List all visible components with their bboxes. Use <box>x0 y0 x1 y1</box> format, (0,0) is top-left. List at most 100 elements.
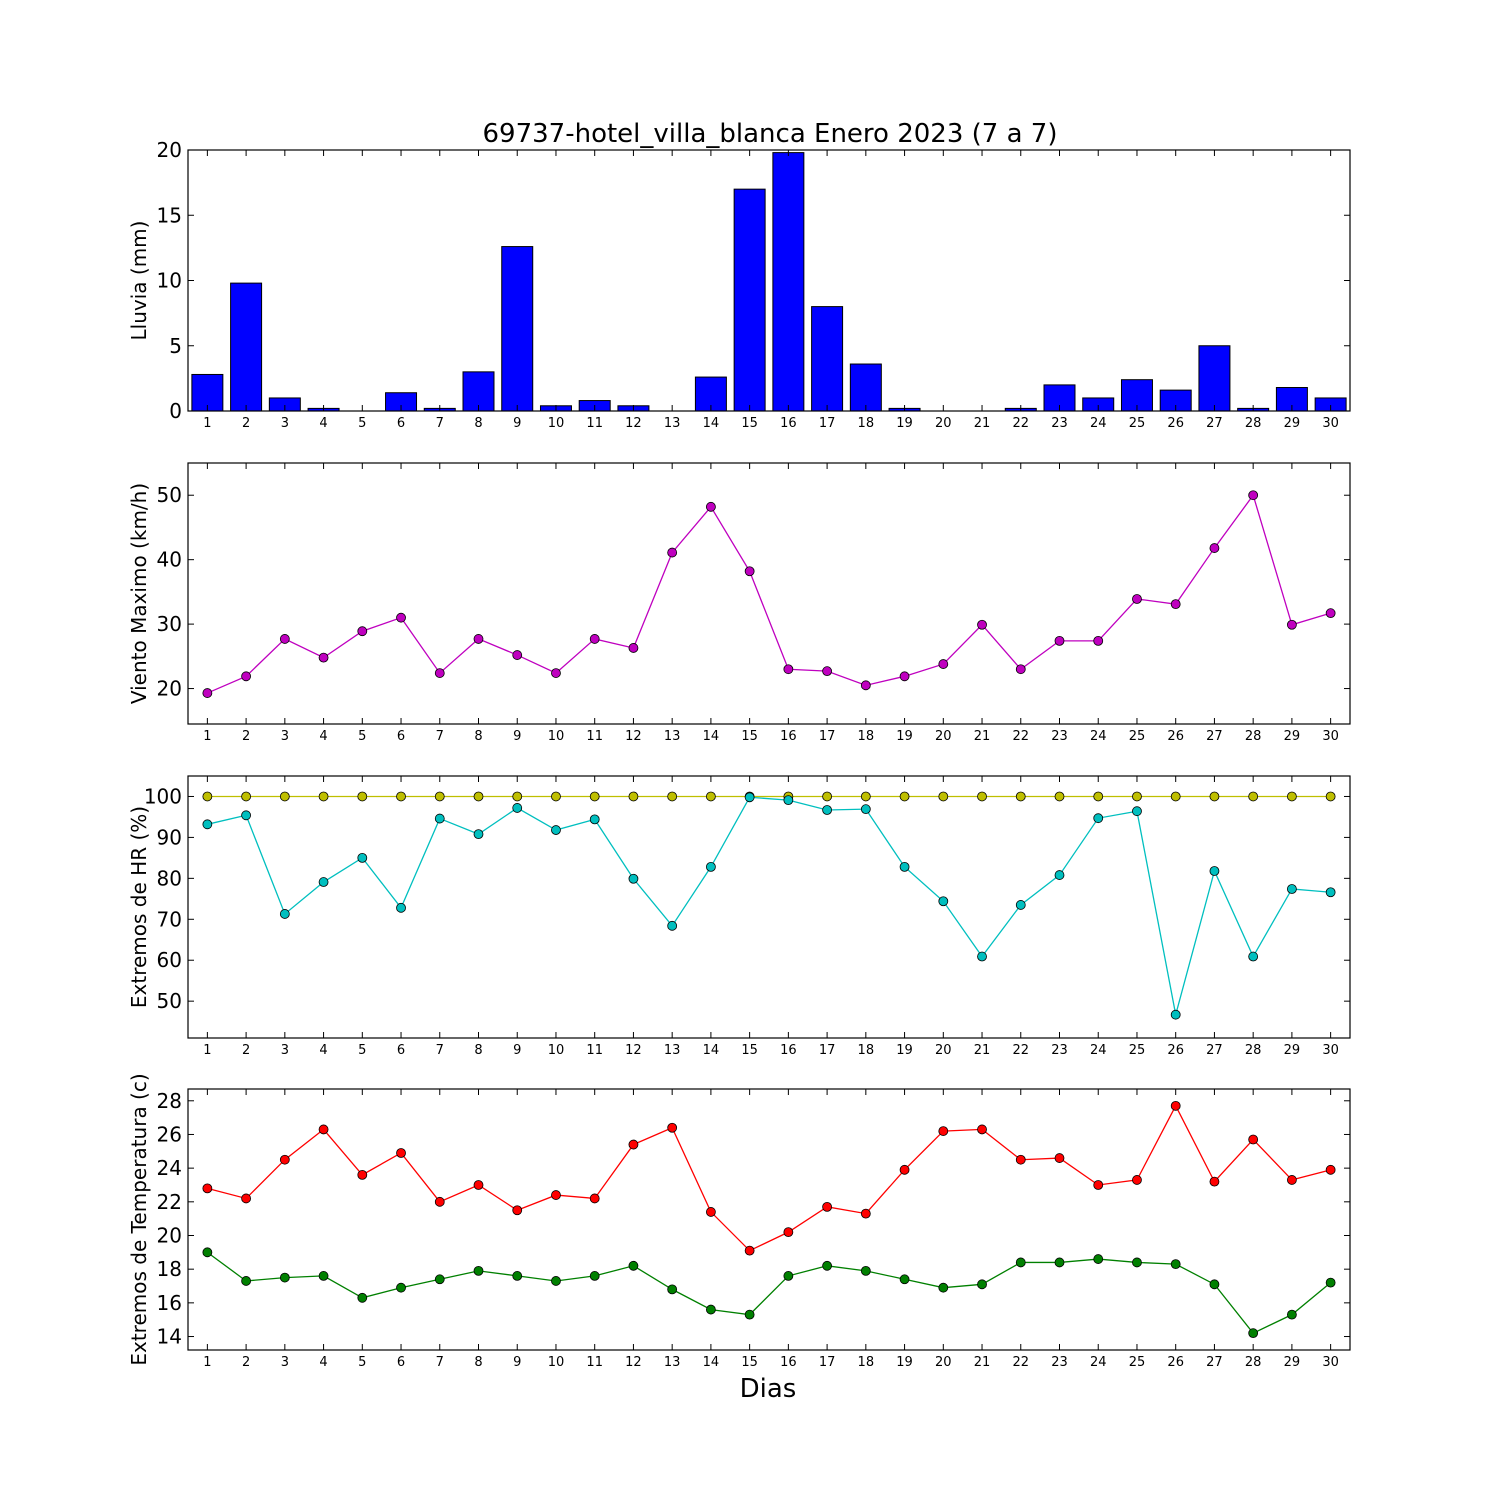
x-tick-label: 21 <box>974 416 991 431</box>
series-0-point-day-24 <box>1093 791 1104 802</box>
x-tick-label: 24 <box>1090 1043 1107 1058</box>
x-tick-label: 10 <box>548 1043 565 1058</box>
x-tick-label: 13 <box>664 729 681 744</box>
series-1-point-day-22 <box>1015 900 1026 910</box>
x-tick-label: 11 <box>586 1355 603 1370</box>
x-tick-label: 25 <box>1129 1043 1146 1058</box>
series-0-point-day-7 <box>434 791 445 802</box>
series-0-point-day-26 <box>1170 1100 1181 1111</box>
x-tick-label: 9 <box>513 1355 521 1370</box>
y-tick-label: 100 <box>144 784 182 808</box>
x-tick-label: 17 <box>819 729 836 744</box>
x-tick-label: 4 <box>319 416 327 431</box>
x-tick-label: 1 <box>203 1043 211 1058</box>
x-tick-label: 17 <box>819 1355 836 1370</box>
x-tick-label: 23 <box>1051 1043 1068 1058</box>
x-tick-label: 8 <box>474 729 482 744</box>
series-0-point-day-5 <box>357 626 368 637</box>
x-tick-label: 15 <box>741 1355 758 1370</box>
y-tick-label: 70 <box>157 907 182 931</box>
series-0-point-day-8 <box>473 791 484 802</box>
x-tick-label: 23 <box>1051 1355 1068 1370</box>
rain-bar-day-27 <box>1198 345 1231 412</box>
y-tick-label: 24 <box>157 1156 182 1180</box>
y-axis-label: Extremos de Temperatura (c) <box>127 1073 151 1365</box>
x-tick-label: 25 <box>1129 416 1146 431</box>
series-1-point-day-3 <box>279 1272 290 1283</box>
series-0-point-day-12 <box>628 791 639 802</box>
x-tick-label: 18 <box>858 729 875 744</box>
x-tick-label: 3 <box>281 729 289 744</box>
series-0-point-day-11 <box>589 1193 600 1204</box>
series-0-point-day-10 <box>551 668 561 678</box>
series-0-point-day-28 <box>1248 490 1259 501</box>
rain-bar-day-1 <box>191 373 224 412</box>
x-tick-label: 4 <box>319 729 327 744</box>
x-tick-label: 15 <box>741 416 758 431</box>
series-0-point-day-24 <box>1093 635 1104 646</box>
x-tick-label: 28 <box>1245 416 1262 431</box>
x-tick-label: 21 <box>974 1043 991 1058</box>
x-tick-label: 29 <box>1284 1355 1301 1370</box>
x-tick-label: 1 <box>203 416 211 431</box>
x-tick-label: 14 <box>703 1355 720 1370</box>
series-0-point-day-5 <box>357 1169 368 1180</box>
x-tick-label: 27 <box>1206 729 1223 744</box>
rain-bar-day-16 <box>772 152 805 412</box>
plot-area <box>202 791 1336 1020</box>
series-0-point-day-7 <box>434 1196 445 1207</box>
x-tick-label: 7 <box>436 729 444 744</box>
panel-extremos-de-temperatura-c: Extremos de Temperatura (c) 1416182022242… <box>127 1073 1351 1370</box>
x-tick-label: 17 <box>819 416 836 431</box>
series-0-point-day-30 <box>1325 608 1336 619</box>
series-0-point-day-27 <box>1209 543 1220 553</box>
series-0-point-day-22 <box>1015 664 1026 675</box>
series-0-point-day-1 <box>202 688 213 698</box>
y-tick-label: 10 <box>157 269 182 293</box>
x-tick-label: 5 <box>358 416 366 431</box>
series-0-point-day-27 <box>1209 791 1220 802</box>
series-0-point-day-6 <box>396 791 406 802</box>
series-0-point-day-16 <box>783 664 794 675</box>
x-tick-label: 9 <box>513 1043 521 1058</box>
rain-bar-day-17 <box>811 306 844 412</box>
x-tick-label: 28 <box>1245 1043 1262 1058</box>
x-tick-label: 8 <box>474 416 482 431</box>
y-tick-label: 5 <box>169 334 182 358</box>
series-1-point-day-1 <box>202 819 213 830</box>
x-tick-label: 5 <box>358 729 366 744</box>
x-tick-label: 30 <box>1322 1043 1339 1058</box>
x-tick-label: 19 <box>896 416 913 431</box>
x-tick-label: 9 <box>513 416 521 431</box>
series-1-point-day-8 <box>473 1265 484 1276</box>
y-tick-label: 40 <box>157 548 182 572</box>
rain-bar-day-8 <box>462 371 495 412</box>
x-tick-label: 20 <box>935 1355 952 1370</box>
plot-area <box>191 152 1347 412</box>
x-tick-label: 20 <box>935 416 952 431</box>
x-tick-label: 10 <box>548 416 565 431</box>
x-tick-label: 6 <box>397 416 405 431</box>
y-axis-label: Extremos de HR (%) <box>127 806 151 1008</box>
x-tick-label: 15 <box>741 1043 758 1058</box>
series-0-point-day-9 <box>512 650 523 660</box>
y-tick-label: 15 <box>157 203 182 227</box>
series-0-point-day-10 <box>551 791 561 802</box>
y-tick-label: 14 <box>157 1325 182 1349</box>
x-tick-label: 14 <box>703 729 720 744</box>
series-0-point-day-8 <box>473 634 484 644</box>
series-1-point-day-12 <box>628 873 639 884</box>
series-1-point-day-29 <box>1287 1309 1297 1320</box>
series-1-point-day-15 <box>744 792 755 803</box>
x-tick-label: 1 <box>203 1355 211 1370</box>
series-1-point-day-23 <box>1054 1257 1065 1268</box>
series-0-point-day-18 <box>860 680 871 691</box>
series-1-point-day-25 <box>1132 806 1142 817</box>
series-1-point-day-29 <box>1287 884 1297 894</box>
series-0-point-day-21 <box>977 619 987 630</box>
series-1-point-day-21 <box>977 951 987 962</box>
x-tick-label: 11 <box>586 729 603 744</box>
x-tick-label: 23 <box>1051 729 1068 744</box>
x-tick-label: 6 <box>397 1043 405 1058</box>
